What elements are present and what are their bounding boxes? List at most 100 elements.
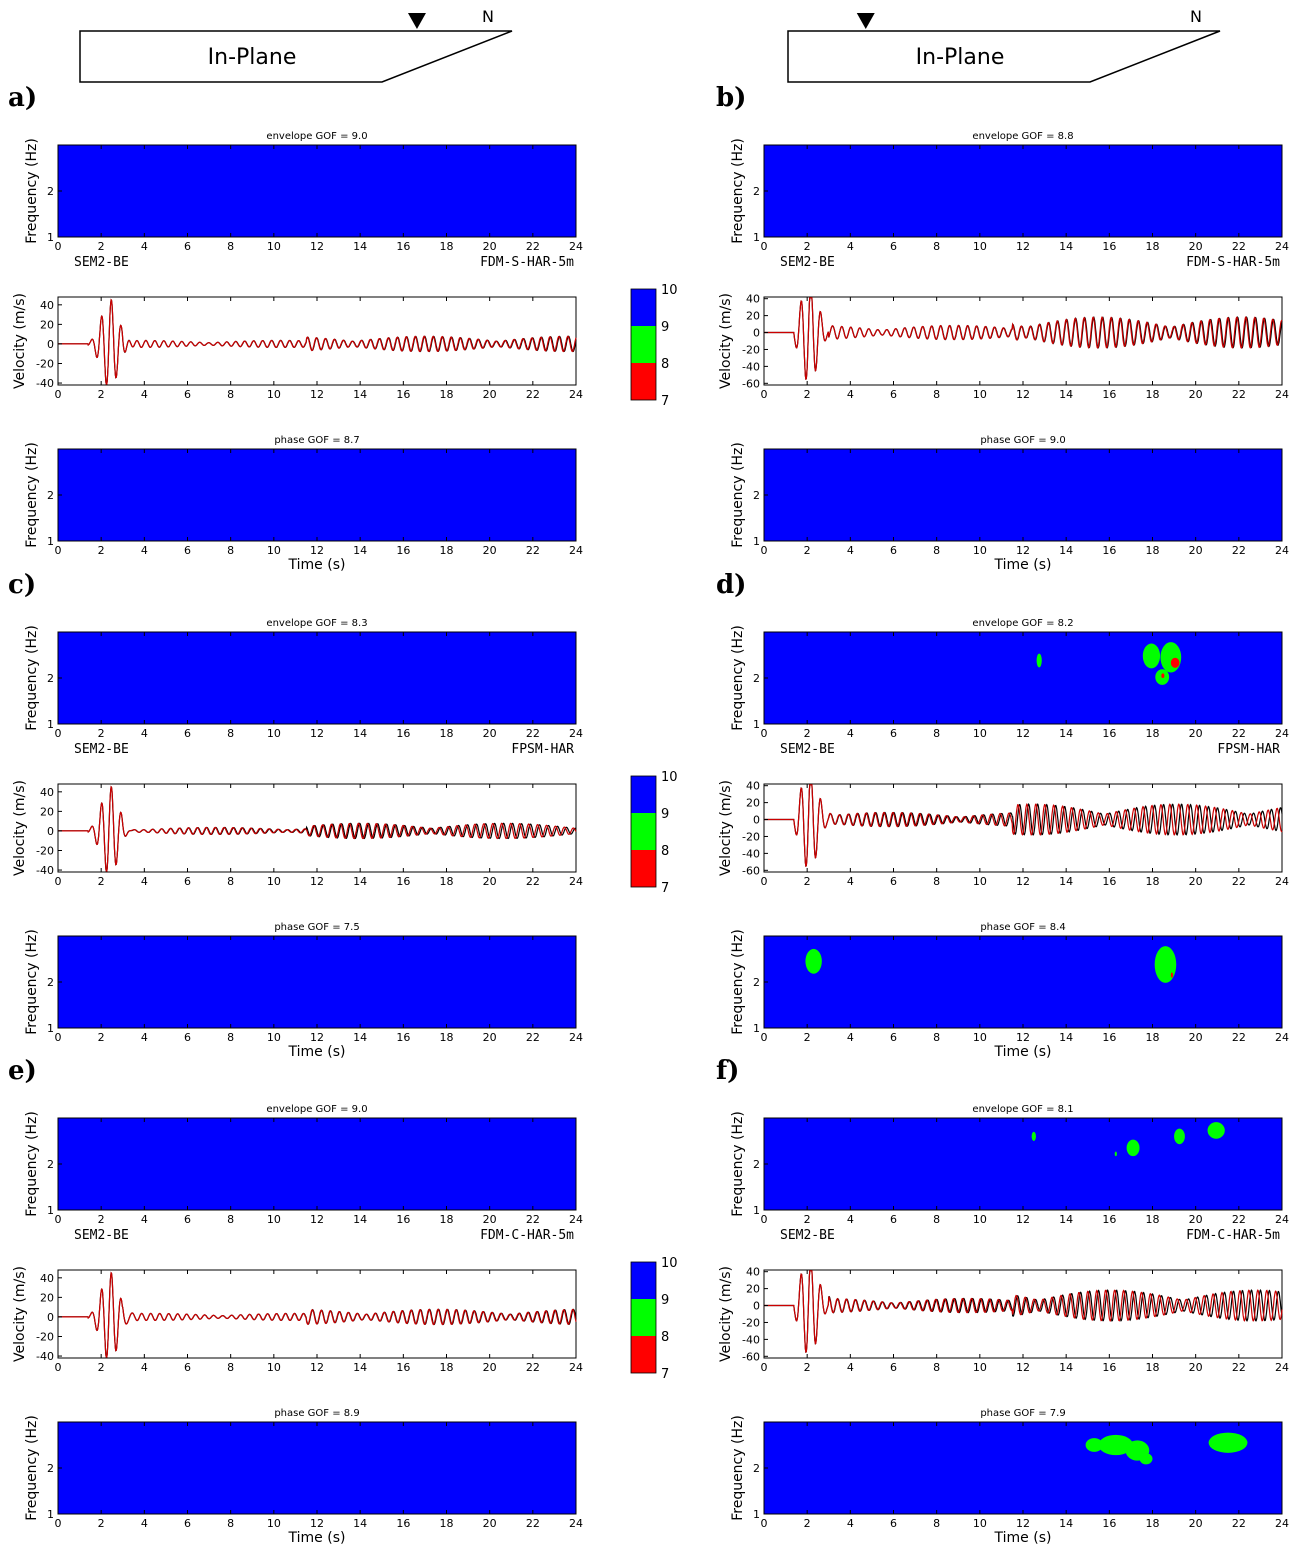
x-axis-label: Time (s) bbox=[994, 1044, 1052, 1060]
x-tick-label: 0 bbox=[55, 1517, 62, 1530]
x-tick-label: 14 bbox=[353, 1213, 367, 1226]
x-tick-label: 18 bbox=[440, 727, 454, 740]
colorbar-segment bbox=[631, 326, 656, 363]
x-tick-label: 24 bbox=[569, 240, 583, 253]
y-tick-label: 2 bbox=[753, 489, 760, 502]
x-tick-label: 16 bbox=[396, 1213, 410, 1226]
fault-sketch-right: In-Plane N bbox=[787, 7, 1221, 83]
x-tick-label: 2 bbox=[98, 727, 105, 740]
x-tick-label: 18 bbox=[440, 1031, 454, 1044]
x-tick-label: 14 bbox=[1059, 1213, 1073, 1226]
x-tick-label: 14 bbox=[1059, 1517, 1073, 1530]
x-tick-label: 0 bbox=[55, 727, 62, 740]
y-tick-label: 1 bbox=[47, 231, 54, 244]
x-tick-label: 4 bbox=[847, 544, 854, 557]
x-tick-label: 4 bbox=[847, 1361, 854, 1374]
gof-blob bbox=[1031, 1131, 1036, 1141]
phase-gof-plot: phase GOF = 8.40 2 4 6 8 10 12 14 16 18 20 22 2412Fr… bbox=[730, 922, 1289, 1060]
x-tick-label: 16 bbox=[1102, 388, 1116, 401]
x-tick-label: 6 bbox=[184, 388, 191, 401]
y-tick-label: 40 bbox=[746, 1266, 760, 1279]
x-tick-label: 4 bbox=[847, 875, 854, 888]
x-tick-label: 16 bbox=[1102, 1361, 1116, 1374]
y-tick-label: 0 bbox=[47, 825, 54, 838]
colorbar-segment bbox=[631, 289, 656, 326]
reference-label: SEM2-BE bbox=[780, 255, 835, 270]
model-label: FDM-S-HAR-5m bbox=[480, 255, 574, 270]
y-axis-label: Frequency (Hz) bbox=[730, 138, 746, 244]
gof-blob bbox=[805, 948, 822, 974]
x-tick-label: 16 bbox=[1102, 1213, 1116, 1226]
x-axis-label: Time (s) bbox=[994, 557, 1052, 573]
colorbar: 10 9 8 7 bbox=[630, 1256, 678, 1382]
x-tick-label: 6 bbox=[184, 240, 191, 253]
colorbar-tick-label: 8 bbox=[661, 357, 669, 372]
x-tick-label: 12 bbox=[310, 875, 324, 888]
x-tick-label: 6 bbox=[184, 1031, 191, 1044]
y-axis-label: Frequency (Hz) bbox=[24, 1415, 40, 1521]
x-tick-label: 24 bbox=[569, 1361, 583, 1374]
x-tick-label: 16 bbox=[396, 388, 410, 401]
x-tick-label: 18 bbox=[1146, 1517, 1160, 1530]
x-tick-label: 6 bbox=[890, 1361, 897, 1374]
x-tick-label: 20 bbox=[1189, 544, 1203, 557]
x-tick-label: 18 bbox=[1146, 1031, 1160, 1044]
x-tick-label: 6 bbox=[890, 727, 897, 740]
panel-e: e)envelope GOF = 9.00 2 4 6 8 10 12 14 16 18 20 22 2… bbox=[8, 1056, 678, 1546]
colorbar-tick-label: 8 bbox=[661, 1330, 669, 1345]
velocity-frame bbox=[57, 1269, 577, 1359]
fault-label: In-Plane bbox=[916, 45, 1005, 70]
gof-blob bbox=[1139, 1453, 1153, 1465]
x-tick-label: 10 bbox=[267, 240, 281, 253]
x-tick-label: 22 bbox=[526, 1031, 540, 1044]
x-tick-label: 4 bbox=[141, 1031, 148, 1044]
y-tick-label: 2 bbox=[753, 185, 760, 198]
colorbar-tick-label: 7 bbox=[661, 1367, 669, 1382]
envelope-gof-plot: envelope GOF = 8.30 2 4 6 8 10 12 14 16 18 20 22 241… bbox=[24, 618, 583, 740]
x-tick-label: 2 bbox=[804, 727, 811, 740]
x-tick-label: 16 bbox=[396, 1361, 410, 1374]
x-tick-label: 14 bbox=[1059, 1361, 1073, 1374]
y-tick-label: 0 bbox=[47, 338, 54, 351]
x-tick-label: 16 bbox=[396, 727, 410, 740]
y-tick-label: -60 bbox=[742, 377, 760, 390]
gof-blob bbox=[1160, 642, 1182, 673]
x-tick-label: 12 bbox=[310, 388, 324, 401]
gof-background bbox=[57, 144, 577, 238]
y-tick-label: -20 bbox=[742, 343, 760, 356]
x-tick-label: 12 bbox=[310, 544, 324, 557]
x-tick-label: 22 bbox=[526, 1517, 540, 1530]
x-tick-label: 4 bbox=[847, 1031, 854, 1044]
y-tick-label: -40 bbox=[742, 1333, 760, 1346]
x-tick-label: 10 bbox=[267, 727, 281, 740]
panel-c: c)envelope GOF = 8.30 2 4 6 8 10 12 14 16 18 20 22 2… bbox=[8, 570, 678, 1060]
x-tick-label: 2 bbox=[98, 1213, 105, 1226]
x-tick-label: 2 bbox=[98, 240, 105, 253]
x-axis-label: Time (s) bbox=[288, 557, 346, 573]
colorbar-segment bbox=[631, 813, 656, 850]
gof-title: phase GOF = 9.0 bbox=[980, 435, 1065, 446]
y-tick-label: -20 bbox=[36, 844, 54, 857]
x-tick-label: 22 bbox=[526, 1361, 540, 1374]
x-tick-label: 16 bbox=[396, 240, 410, 253]
x-tick-label: 10 bbox=[973, 875, 987, 888]
colorbar-tick-label: 10 bbox=[661, 770, 678, 785]
y-axis-label: Velocity (m/s) bbox=[718, 780, 734, 876]
y-axis-label: Frequency (Hz) bbox=[24, 1111, 40, 1217]
x-tick-label: 14 bbox=[353, 544, 367, 557]
x-tick-label: 18 bbox=[1146, 240, 1160, 253]
y-tick-label: 2 bbox=[47, 976, 54, 989]
x-tick-label: 20 bbox=[483, 1031, 497, 1044]
phase-gof-plot: phase GOF = 8.70 2 4 6 8 10 12 14 16 18 20 22 2412Fr… bbox=[24, 435, 583, 573]
x-tick-label: 0 bbox=[761, 875, 768, 888]
x-tick-label: 8 bbox=[933, 1361, 940, 1374]
fault-label: In-Plane bbox=[208, 45, 297, 70]
reference-label: SEM2-BE bbox=[780, 1228, 835, 1243]
y-axis-label: Frequency (Hz) bbox=[24, 138, 40, 244]
y-tick-label: -60 bbox=[742, 1350, 760, 1363]
x-tick-label: 20 bbox=[483, 727, 497, 740]
x-tick-label: 18 bbox=[440, 240, 454, 253]
x-tick-label: 0 bbox=[55, 240, 62, 253]
gof-blob bbox=[1170, 972, 1174, 978]
gof-background bbox=[57, 448, 577, 542]
